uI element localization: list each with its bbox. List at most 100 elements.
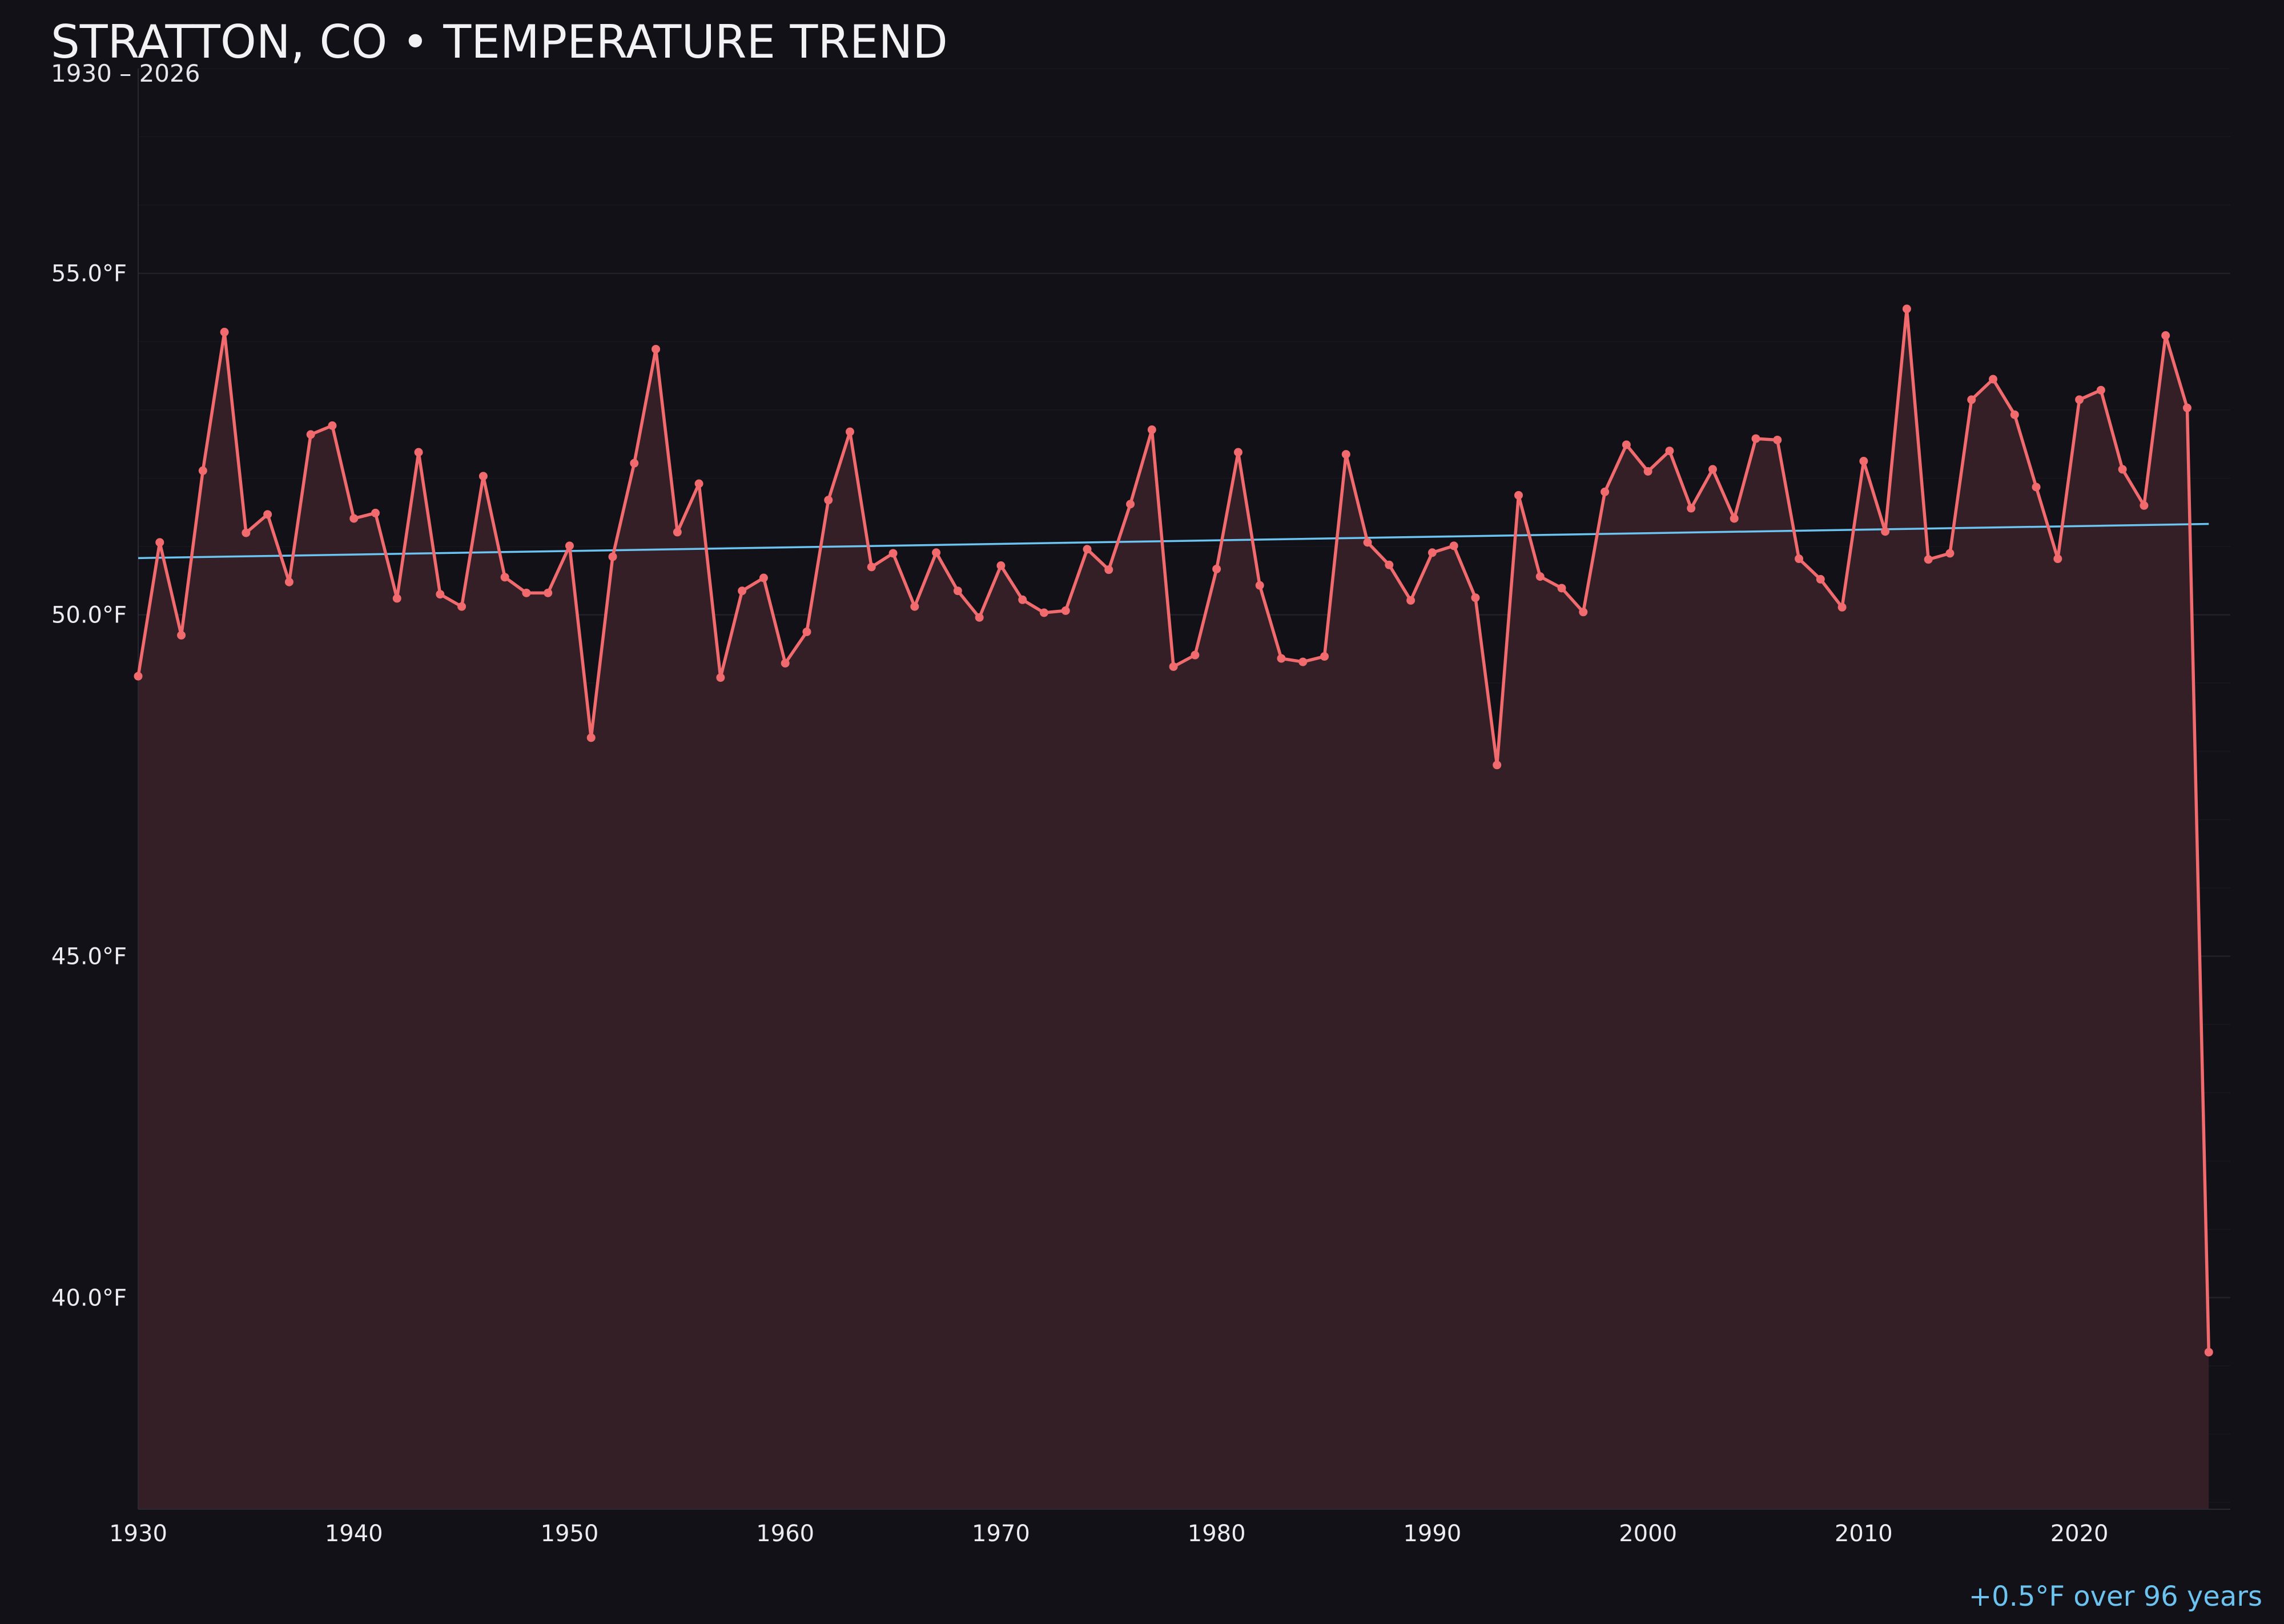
trend-line — [138, 522, 2209, 560]
data-point — [263, 510, 272, 519]
data-point — [1298, 657, 1308, 666]
data-point — [2204, 1348, 2213, 1357]
y-tick-label: 45.0°F — [51, 943, 127, 970]
data-point — [436, 590, 445, 599]
data-point — [2053, 554, 2062, 564]
data-point — [1363, 538, 1372, 547]
data-point — [500, 573, 509, 582]
data-point — [1427, 548, 1437, 557]
data-point — [220, 328, 229, 337]
data-point — [1320, 652, 1329, 661]
temperature-points — [134, 304, 2213, 1357]
data-point — [932, 548, 941, 557]
data-point — [1579, 608, 1588, 617]
data-point — [1881, 527, 1890, 536]
data-point — [565, 541, 574, 550]
y-tick-label: 40.0°F — [51, 1285, 127, 1311]
data-point — [414, 448, 423, 457]
data-point — [953, 586, 962, 596]
data-point — [1061, 606, 1070, 615]
data-point — [177, 630, 186, 640]
data-point — [1859, 457, 1868, 466]
data-point — [1341, 450, 1350, 459]
data-point — [1795, 554, 1804, 564]
data-point — [1730, 514, 1739, 523]
data-point — [1039, 608, 1048, 617]
data-point — [673, 528, 682, 537]
data-point — [2075, 395, 2084, 404]
data-point — [1147, 425, 1156, 435]
data-point — [242, 528, 251, 537]
data-point — [846, 427, 855, 436]
data-point — [1083, 545, 1092, 554]
data-point — [1535, 572, 1545, 581]
data-point — [198, 466, 207, 475]
data-point — [2010, 410, 2019, 419]
data-point — [1665, 447, 1674, 456]
data-point — [586, 733, 596, 742]
x-tick-label: 2000 — [1619, 1521, 1677, 1547]
x-tick-label: 1930 — [109, 1521, 167, 1547]
data-point — [2140, 501, 2149, 510]
x-tick-label: 1960 — [756, 1521, 814, 1547]
data-point — [716, 673, 725, 682]
data-point — [1212, 564, 1221, 573]
x-tick-label: 1990 — [1403, 1521, 1461, 1547]
data-point — [478, 472, 488, 481]
data-point — [2118, 465, 2127, 474]
data-point — [1622, 440, 1631, 449]
data-point — [1471, 593, 1480, 602]
data-point — [1126, 500, 1135, 509]
y-tick-label: 50.0°F — [51, 602, 127, 629]
x-tick-label: 2020 — [2050, 1521, 2109, 1547]
chart-title: STRATTON, CO • TEMPERATURE TREND — [51, 15, 948, 69]
data-point — [1255, 581, 1264, 590]
data-point — [694, 479, 703, 488]
data-point — [1449, 541, 1458, 550]
trend-line-segment — [138, 522, 2209, 560]
data-point — [1816, 574, 1825, 584]
data-point — [1643, 467, 1652, 476]
data-point — [1191, 650, 1200, 660]
data-point — [781, 658, 790, 668]
data-point — [1988, 375, 1997, 384]
data-point — [1773, 435, 1782, 444]
data-point — [738, 586, 747, 596]
data-point — [888, 549, 898, 558]
y-tick-label: 55.0°F — [51, 261, 127, 287]
data-point — [134, 672, 143, 681]
data-point — [306, 430, 315, 439]
data-point — [1104, 565, 1113, 574]
data-point — [349, 514, 359, 523]
data-point — [1233, 448, 1242, 457]
data-point — [1169, 662, 1178, 671]
y-tick-labels: 40.0°F 45.0°F 50.0°F 55.0°F — [51, 261, 127, 1312]
data-point — [802, 627, 811, 636]
data-point — [1493, 761, 1502, 770]
data-point — [652, 344, 661, 353]
data-point — [910, 602, 919, 611]
data-point — [867, 562, 876, 572]
data-point — [371, 508, 380, 517]
data-point — [1902, 304, 1911, 313]
data-point — [1601, 487, 1610, 496]
data-point — [392, 594, 401, 603]
axes — [138, 69, 2230, 1510]
data-point — [1557, 584, 1566, 593]
area-fill — [138, 308, 2209, 1510]
data-point — [328, 421, 337, 430]
data-point — [1687, 504, 1696, 513]
data-point — [975, 613, 984, 622]
data-point — [1018, 595, 1027, 604]
chart-subtitle: 1930 – 2026 — [51, 59, 200, 87]
x-tick-labels: 1930 1940 1950 1960 1970 1980 1990 2000 2010 2020 — [109, 1521, 2108, 1547]
data-point — [1708, 465, 1717, 474]
x-tick-label: 2010 — [1835, 1521, 1893, 1547]
data-point — [1924, 555, 1933, 564]
data-point — [1406, 596, 1416, 605]
data-point — [1277, 654, 1286, 663]
data-point — [759, 573, 768, 582]
data-point — [1837, 602, 1847, 612]
